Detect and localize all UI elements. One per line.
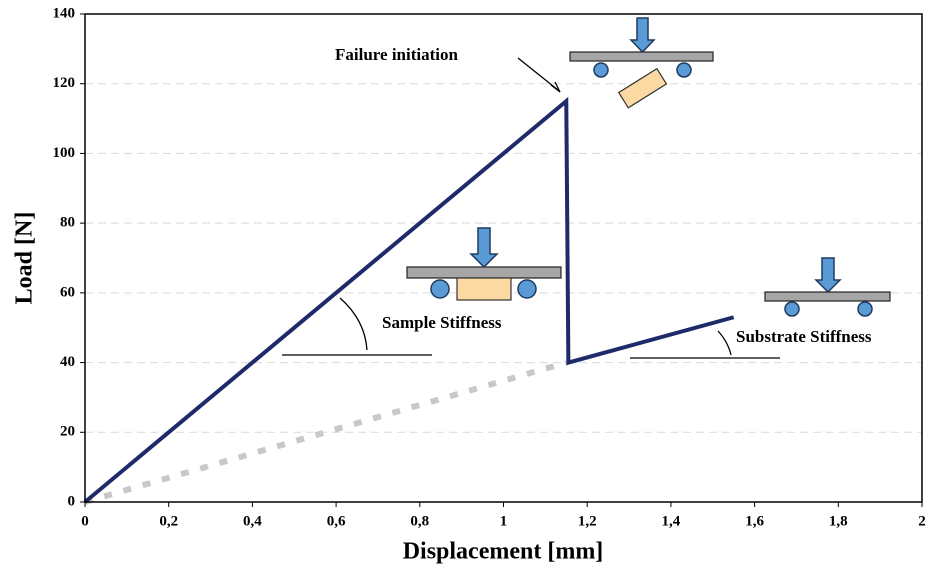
stiffness-arc [339,297,368,351]
x-tick-label: 1,4 [662,513,681,529]
x-tick-label: 2 [918,513,926,529]
stiffness-arc [717,330,732,356]
test-diagram [406,227,562,301]
y-tick-label: 40 [60,354,75,370]
x-tick-label: 0,4 [243,513,262,529]
x-tick-label: 0,8 [410,513,429,529]
beam [764,291,891,302]
support [676,62,692,78]
support [857,301,873,317]
test-diagram [569,17,714,109]
y-tick-label: 120 [53,75,76,91]
series-line [84,359,568,505]
test-diagram [764,257,891,317]
series-line [83,96,735,504]
x-axis-title: Displacement [mm] [403,539,604,565]
x-tick-label: 0,2 [159,513,178,529]
x-tick-label: 1,6 [745,513,764,529]
y-axis-title: Load [N] [12,212,38,305]
beam [569,51,714,62]
load-arrow [629,17,656,54]
sample [456,277,512,301]
annotation: Substrate Stiffness [736,327,872,346]
support [784,301,800,317]
x-tick-label: 0 [81,513,89,529]
y-tick-label: 140 [53,5,76,21]
y-tick-label: 20 [60,424,75,440]
x-tick-label: 1,2 [578,513,597,529]
support [517,279,537,299]
decorations [282,57,780,359]
pointer-head [550,81,561,93]
y-tick-label: 100 [53,145,76,161]
plot-layer [83,13,922,505]
y-tick-label: 80 [60,215,75,231]
support [430,279,450,299]
annotation: Sample Stiffness [382,313,502,332]
support [593,62,609,78]
load-arrow [814,257,842,294]
plot-frame [84,13,923,503]
sample [617,67,668,109]
x-tick-label: 1 [500,513,508,529]
annotation: Failure initiation [335,45,458,64]
x-tick-label: 1,8 [829,513,848,529]
load-arrow [469,227,499,269]
beam [406,266,562,279]
x-tick-label: 0,6 [327,513,346,529]
y-tick-label: 0 [68,493,76,509]
y-tick-label: 60 [60,284,75,300]
